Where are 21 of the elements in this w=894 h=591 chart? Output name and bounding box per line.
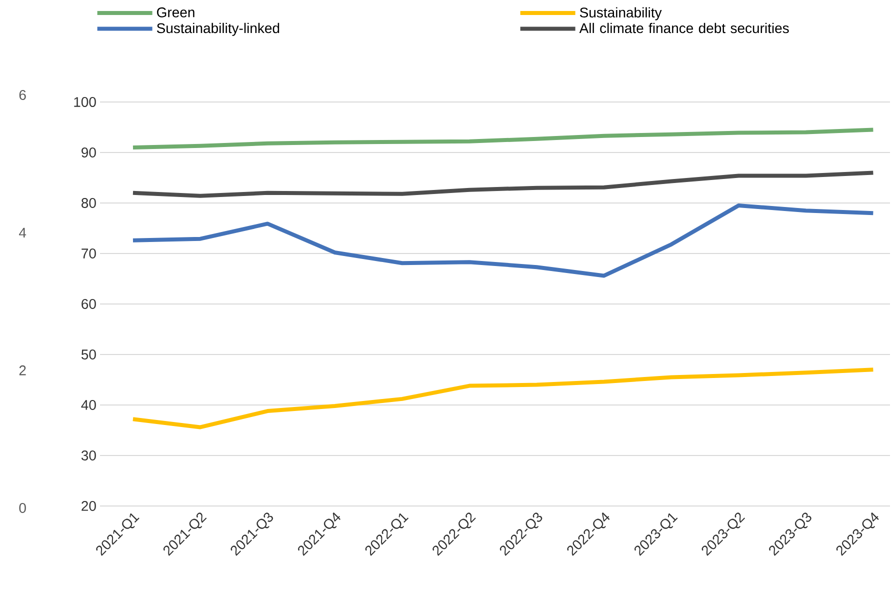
- legend-label: Sustainability-linked: [156, 22, 280, 36]
- y-tick-label: 40: [81, 400, 96, 410]
- y-tick-label: 50: [81, 350, 96, 360]
- y-tick-label: 80: [82, 198, 96, 208]
- y2-tick-label: 0: [19, 503, 26, 513]
- line-series: [130, 170, 876, 198]
- y-tick-label: 30: [81, 450, 96, 460]
- y2-tick-label: 6: [19, 90, 26, 100]
- legend-label: All climate finance debt securities: [579, 22, 789, 34]
- y-tick-label: 60: [82, 299, 96, 309]
- line-series: [130, 368, 876, 430]
- y-tick-label: 100: [74, 97, 96, 107]
- y-tick-label: 70: [82, 248, 96, 258]
- legend-label: Sustainability: [580, 7, 662, 20]
- legend-label: Green: [157, 7, 194, 18]
- line-series: [130, 128, 876, 150]
- y-tick-label: 20: [82, 501, 96, 511]
- line-series: [130, 204, 876, 278]
- y-tick-label: 90: [82, 148, 96, 158]
- y2-tick-label: 4: [19, 228, 26, 238]
- y2-tick-label: 2: [19, 365, 26, 376]
